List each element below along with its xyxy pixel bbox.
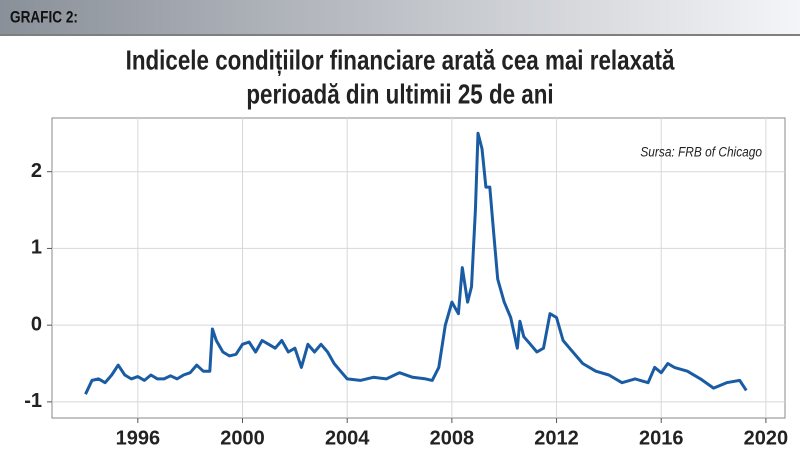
x-tick-label: 2008: [430, 427, 475, 449]
x-tick-label: 2016: [639, 427, 684, 449]
x-tick-label: 2020: [744, 427, 789, 449]
x-tick-label: 2000: [220, 427, 265, 449]
x-tick-label: 2012: [534, 427, 579, 449]
header-label: GRAFIC 2:: [10, 8, 78, 27]
y-tick-label: 2: [31, 160, 42, 182]
source-note: Sursa: FRB of Chicago: [640, 144, 762, 160]
data-line: [84, 131, 748, 395]
plot-area: [51, 117, 786, 419]
y-tick-label: 0: [31, 313, 42, 335]
chart-title: perioadă din ultimii 25 de ani: [246, 79, 553, 110]
x-tick-label: 2004: [325, 427, 370, 449]
y-tick-label: 1: [31, 237, 42, 259]
header-bar: [0, 0, 800, 34]
chart-title: Indicele condițiilor financiare arată ce…: [126, 45, 676, 76]
y-tick-label: -1: [24, 390, 42, 412]
x-tick-label: 1996: [116, 427, 161, 449]
